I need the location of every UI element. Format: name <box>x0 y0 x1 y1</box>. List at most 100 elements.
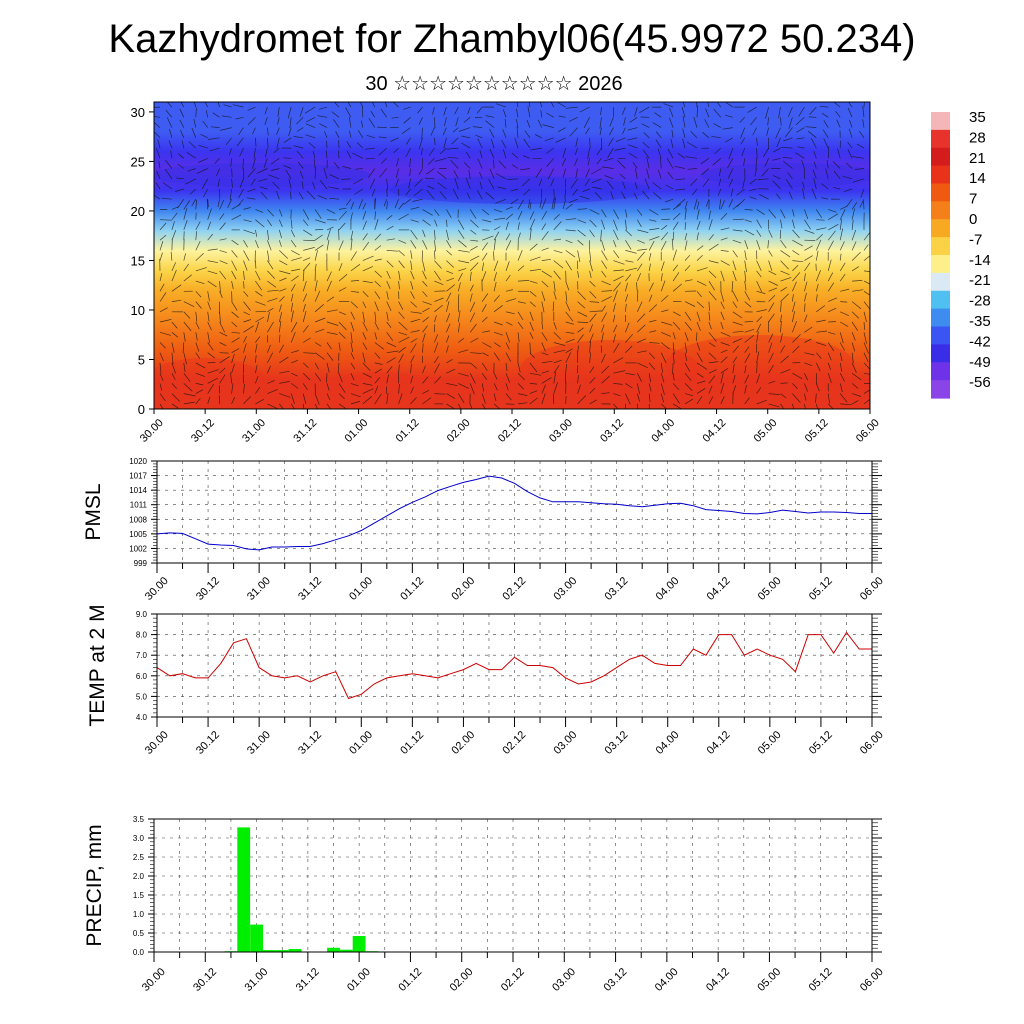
wind-vector <box>708 396 714 405</box>
wind-vector <box>541 247 549 251</box>
wind-vector <box>517 301 526 304</box>
wind-vector <box>410 355 415 364</box>
wind-vector <box>243 396 252 405</box>
wind-vector <box>600 107 602 115</box>
wind-vector <box>475 134 483 139</box>
wind-vector <box>180 102 185 108</box>
wind-vector <box>553 238 562 241</box>
wind-vector <box>171 383 177 389</box>
wind-vector <box>353 178 363 185</box>
wind-vector <box>589 352 592 363</box>
wind-vector <box>577 291 586 300</box>
wind-vector <box>410 260 413 271</box>
wind-vector <box>684 398 694 405</box>
wind-vector <box>418 168 423 175</box>
colorbar-label: -21 <box>969 272 991 289</box>
wind-vector <box>267 403 278 409</box>
wind-vector <box>418 117 423 125</box>
wind-vector <box>314 167 317 179</box>
wind-vector <box>481 304 487 312</box>
wind-vector <box>544 137 554 142</box>
wind-vector <box>267 307 274 313</box>
wind-vector <box>291 359 298 364</box>
wind-vector <box>302 219 309 227</box>
wind-vector <box>439 147 447 155</box>
wind-vector <box>684 240 688 251</box>
wind-vector <box>446 270 454 274</box>
wind-vector <box>582 188 590 193</box>
colorbar-label: -49 <box>969 354 991 371</box>
wind-vector <box>469 403 473 409</box>
wind-vector <box>171 332 179 338</box>
wind-vector <box>720 342 730 346</box>
wind-vector <box>601 324 605 333</box>
wind-vector <box>278 209 283 217</box>
colorbar-segment <box>931 326 950 345</box>
wind-vector <box>450 159 459 169</box>
wind-vector <box>553 365 560 374</box>
series-line <box>156 475 872 551</box>
wind-vector <box>637 239 645 244</box>
wind-vector <box>422 219 431 226</box>
wind-vector <box>303 352 315 354</box>
wind-vector <box>317 115 328 118</box>
wind-vector <box>629 117 638 123</box>
wind-vector <box>625 383 633 389</box>
cold-patch <box>390 176 650 204</box>
wind-vector <box>637 350 647 354</box>
wind-vector <box>732 321 743 326</box>
wind-vector <box>398 270 401 281</box>
wind-vector <box>833 170 841 180</box>
y-tick-label: 5 <box>138 352 145 367</box>
wind-vector <box>195 321 200 330</box>
y-tick-label: 1008 <box>129 515 147 524</box>
wind-vector <box>523 188 531 196</box>
wind-vector <box>267 240 272 251</box>
wind-vector <box>553 197 556 210</box>
wind-vector <box>637 313 646 323</box>
wind-vector <box>696 105 699 118</box>
x-tick-label: 01.12 <box>398 729 426 757</box>
wind-vector <box>660 383 665 395</box>
wind-vector <box>644 178 650 190</box>
wind-vector <box>255 386 261 394</box>
wind-vector <box>290 393 295 405</box>
x-tick-label: 05.12 <box>807 966 835 994</box>
wind-vector <box>398 213 409 221</box>
wind-vector <box>267 344 271 353</box>
wind-vector <box>255 398 264 405</box>
wind-vector <box>780 260 789 270</box>
wind-vector <box>195 267 207 272</box>
wind-vector <box>159 319 172 323</box>
wind-vector <box>517 232 521 241</box>
wind-vector <box>788 191 793 200</box>
wind-vector <box>255 270 261 281</box>
wind-vector <box>768 209 777 219</box>
wind-vector <box>649 209 659 216</box>
wind-vector <box>648 263 651 271</box>
wind-vector <box>553 281 556 292</box>
wind-vector <box>461 135 471 139</box>
wind-vector <box>463 117 471 123</box>
wind-vector <box>772 157 781 161</box>
wind-vector <box>625 294 629 302</box>
wind-vector <box>396 158 399 167</box>
wind-vector <box>422 343 424 353</box>
wind-vector <box>219 311 221 323</box>
wind-vector <box>577 327 584 333</box>
wind-vector <box>821 112 829 118</box>
wind-vector <box>523 138 531 149</box>
wind-vector <box>863 352 869 363</box>
wind-vector <box>493 373 498 380</box>
wind-vector <box>604 175 614 180</box>
wind-vector <box>333 161 340 169</box>
wind-vector <box>780 250 791 258</box>
wind-vector <box>502 129 507 138</box>
wind-vector <box>792 334 801 343</box>
wind-vector <box>785 179 793 190</box>
wind-vector <box>672 383 680 391</box>
wind-vector <box>243 270 245 280</box>
wind-vector <box>195 280 205 285</box>
wind-vector <box>386 332 394 341</box>
wind-vector <box>541 342 546 352</box>
